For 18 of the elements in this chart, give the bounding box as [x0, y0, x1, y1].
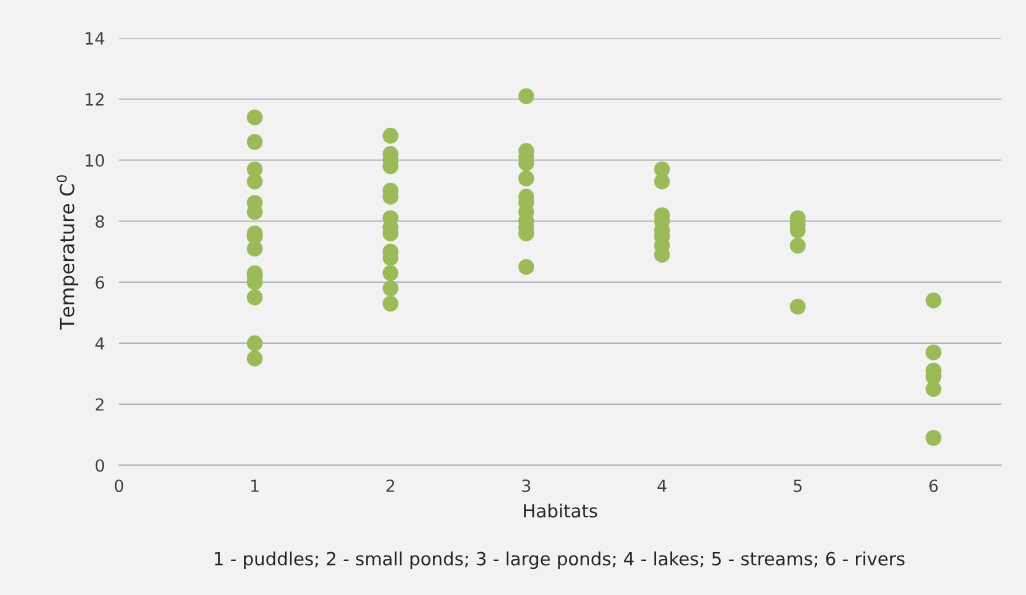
x-tick-label: 4 [657, 479, 667, 492]
y-tick-label: 10 [85, 154, 105, 167]
x-tick-label: 5 [793, 479, 802, 493]
text: 1 - puddles; 2 - small ponds; 3 - large ponds; 4 - lakes; 5 - streams; 6 - rivers [214, 551, 905, 570]
y-tick-label: 0 [95, 459, 105, 472]
y-tick-label: 2 [95, 398, 104, 411]
x-tick-label: 1 [251, 479, 259, 492]
y-axis-title: Temperature C$^{0}$ [56, 175, 79, 330]
x-axis-title: Habitats [524, 503, 598, 518]
y-tick-label: 4 [95, 337, 105, 350]
y-tick-label: 8 [95, 215, 104, 228]
x-tick-label: 2 [386, 479, 395, 492]
x-tick-label: 6 [929, 479, 938, 493]
x-tick-label: 3 [522, 479, 531, 493]
y-tick-label: 12 [85, 93, 104, 106]
y-tick-label: 6 [95, 276, 105, 289]
x-tick-label: 0 [114, 479, 124, 493]
y-tick-label: 14 [85, 32, 105, 45]
